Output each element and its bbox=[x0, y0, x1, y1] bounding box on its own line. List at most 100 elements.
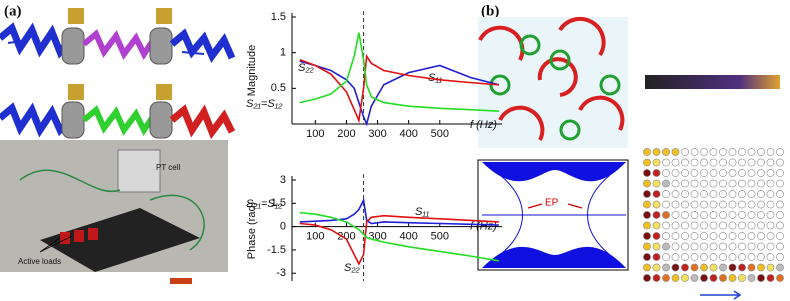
site bbox=[690, 253, 699, 261]
site bbox=[766, 253, 775, 261]
site bbox=[738, 190, 746, 198]
site bbox=[719, 148, 727, 156]
site bbox=[747, 274, 756, 282]
series-line bbox=[299, 32, 499, 112]
site bbox=[652, 148, 661, 156]
site bbox=[681, 200, 689, 209]
x-axis-label: f (Hz) bbox=[470, 119, 497, 131]
y-tick-label: 1 bbox=[280, 47, 286, 59]
site bbox=[719, 211, 727, 219]
site bbox=[662, 190, 670, 198]
site bbox=[652, 211, 661, 219]
site bbox=[671, 232, 680, 240]
site bbox=[700, 263, 708, 272]
site bbox=[671, 211, 680, 219]
site bbox=[766, 179, 775, 188]
site bbox=[662, 169, 670, 177]
site bbox=[728, 221, 737, 230]
band-diagram bbox=[477, 159, 629, 271]
site bbox=[709, 263, 718, 272]
site bbox=[700, 274, 708, 282]
site bbox=[766, 200, 775, 209]
site bbox=[671, 158, 680, 167]
site bbox=[681, 274, 689, 282]
site bbox=[700, 148, 708, 156]
site bbox=[776, 179, 784, 188]
site bbox=[652, 232, 661, 240]
site bbox=[709, 158, 718, 167]
site bbox=[652, 169, 661, 177]
y-axis-label: Magnitude bbox=[246, 45, 258, 96]
site bbox=[738, 211, 746, 219]
site bbox=[766, 221, 775, 230]
site bbox=[738, 253, 746, 261]
site bbox=[690, 200, 699, 209]
x-axis-label: f (Hz) bbox=[470, 221, 497, 233]
site bbox=[776, 253, 784, 261]
site bbox=[643, 274, 651, 282]
site bbox=[719, 179, 727, 188]
site bbox=[757, 190, 765, 198]
site bbox=[643, 211, 651, 219]
site bbox=[671, 263, 680, 272]
site bbox=[738, 221, 746, 230]
site bbox=[671, 200, 680, 209]
series-line bbox=[299, 60, 500, 127]
site bbox=[643, 190, 651, 198]
site bbox=[728, 242, 737, 251]
site bbox=[747, 158, 756, 167]
site bbox=[690, 232, 699, 240]
site bbox=[643, 253, 651, 261]
site bbox=[690, 274, 699, 282]
site bbox=[652, 190, 661, 198]
site bbox=[700, 211, 708, 219]
site bbox=[738, 158, 746, 167]
site bbox=[757, 179, 765, 188]
site bbox=[700, 169, 708, 177]
site bbox=[643, 221, 651, 230]
site bbox=[776, 242, 784, 251]
site bbox=[757, 169, 765, 177]
site bbox=[738, 242, 746, 251]
site bbox=[757, 253, 765, 261]
site bbox=[776, 263, 784, 272]
site bbox=[719, 200, 727, 209]
site bbox=[700, 200, 708, 209]
site bbox=[643, 263, 651, 272]
site bbox=[738, 179, 746, 188]
y-tick-label: 1.5 bbox=[271, 11, 286, 23]
site bbox=[709, 221, 718, 230]
site bbox=[719, 158, 727, 167]
site bbox=[662, 158, 670, 167]
site bbox=[728, 253, 737, 261]
site bbox=[728, 211, 737, 219]
field-strip bbox=[645, 75, 780, 89]
site bbox=[766, 211, 775, 219]
site bbox=[728, 200, 737, 209]
site bbox=[690, 221, 699, 230]
site bbox=[709, 274, 718, 282]
site bbox=[681, 158, 689, 167]
site bbox=[681, 221, 689, 230]
site bbox=[747, 148, 756, 156]
site bbox=[643, 158, 651, 167]
illustration bbox=[0, 8, 236, 140]
site bbox=[662, 232, 670, 240]
site bbox=[681, 190, 689, 198]
site bbox=[700, 221, 708, 230]
site bbox=[671, 221, 680, 230]
site bbox=[738, 169, 746, 177]
site bbox=[719, 169, 727, 177]
site bbox=[671, 179, 680, 188]
x-tick-label: 100 bbox=[306, 128, 324, 140]
lattice-diagram bbox=[478, 16, 628, 148]
site bbox=[671, 274, 680, 282]
site bbox=[643, 179, 651, 188]
series-label: S₂₁=S₁₂ bbox=[246, 198, 283, 210]
site bbox=[719, 190, 727, 198]
site bbox=[766, 169, 775, 177]
site bbox=[671, 190, 680, 198]
y-tick-label: 0 bbox=[280, 221, 286, 233]
site bbox=[719, 263, 727, 272]
site bbox=[766, 242, 775, 251]
